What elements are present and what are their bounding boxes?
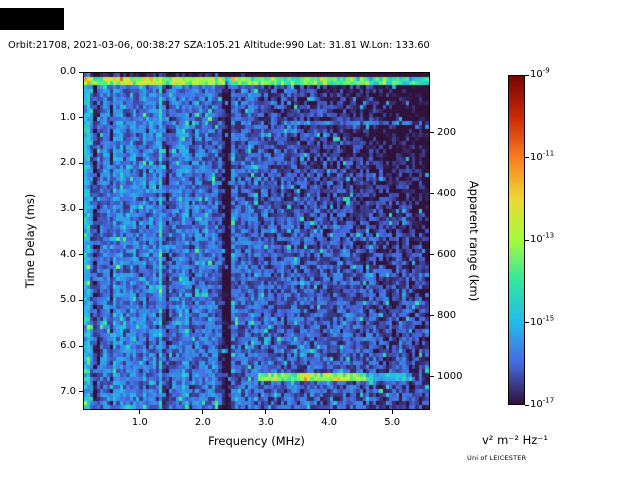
y-tick-label: 4.0	[60, 248, 76, 260]
right-tick-mark	[430, 315, 434, 317]
colorbar-tick-label: 10-15	[530, 314, 555, 328]
x-axis-label: Frequency (MHz)	[208, 434, 305, 448]
y-tick-label: 0.0	[60, 66, 76, 77]
right-tick-label: 400	[437, 187, 457, 199]
y-tick-label: 7.0	[60, 385, 76, 397]
y-tick-mark	[79, 345, 83, 347]
colorbar-tick-mark	[525, 74, 529, 76]
right-tick-label: 1000	[437, 370, 463, 382]
y-tick-mark	[79, 71, 83, 73]
credit-text: Uni of LEICESTER	[467, 454, 527, 462]
colorbar-tick-mark	[525, 322, 529, 323]
right-tick-mark	[430, 376, 434, 377]
y-tick-label: 3.0	[60, 203, 76, 215]
x-tick-label: 4.0	[321, 417, 337, 428]
x-tick-mark	[202, 410, 204, 414]
colorbar-tick-mark	[525, 239, 529, 241]
right-tick-label: 200	[437, 126, 457, 138]
colorbar-tick-label: 10-9	[530, 66, 550, 80]
right-tick-label: 800	[437, 309, 457, 321]
y-tick-mark	[79, 254, 83, 256]
y-tick-mark	[79, 299, 83, 301]
colorbar-tick-mark	[525, 404, 529, 406]
right-tick-mark	[430, 254, 434, 256]
y-axis-label-left: Time Delay (ms)	[23, 193, 37, 289]
y-tick-label: 5.0	[60, 294, 76, 306]
x-tick-label: 1.0	[131, 417, 148, 428]
heatmap-frame	[83, 72, 430, 410]
colorbar-frame	[508, 75, 525, 405]
colorbar-tick-label: 10-11	[530, 149, 555, 163]
x-tick-label: 3.0	[258, 417, 274, 428]
x-tick-mark	[139, 410, 141, 414]
y-tick-mark	[79, 117, 83, 119]
x-tick-label: 5.0	[384, 417, 401, 428]
x-tick-mark	[265, 410, 267, 414]
x-tick-mark	[328, 410, 330, 414]
right-tick-mark	[430, 193, 434, 195]
plot-title: Orbit:21708, 2021-03-06, 00:38:27 SZA:10…	[8, 40, 430, 51]
right-tick-label: 600	[437, 248, 457, 260]
colorbar-canvas	[509, 76, 524, 404]
colorbar-tick-label: 10-13	[530, 231, 555, 245]
y-tick-label: 1.0	[60, 111, 76, 123]
x-tick-label: 2.0	[194, 417, 211, 428]
y-tick-mark	[79, 391, 83, 393]
x-tick-mark	[391, 410, 393, 414]
y-tick-mark	[79, 208, 83, 210]
colorbar-tick-mark	[525, 157, 529, 158]
y-tick-label: 2.0	[60, 157, 76, 169]
heatmap-canvas	[84, 73, 429, 409]
y-tick-mark	[79, 162, 83, 164]
colorbar-unit-label: v² m⁻² Hz⁻¹	[482, 433, 548, 447]
window-artifact	[0, 8, 64, 30]
y-tick-label: 6.0	[60, 340, 76, 352]
colorbar-tick-label: 10-17	[530, 396, 555, 410]
right-tick-mark	[430, 132, 434, 134]
